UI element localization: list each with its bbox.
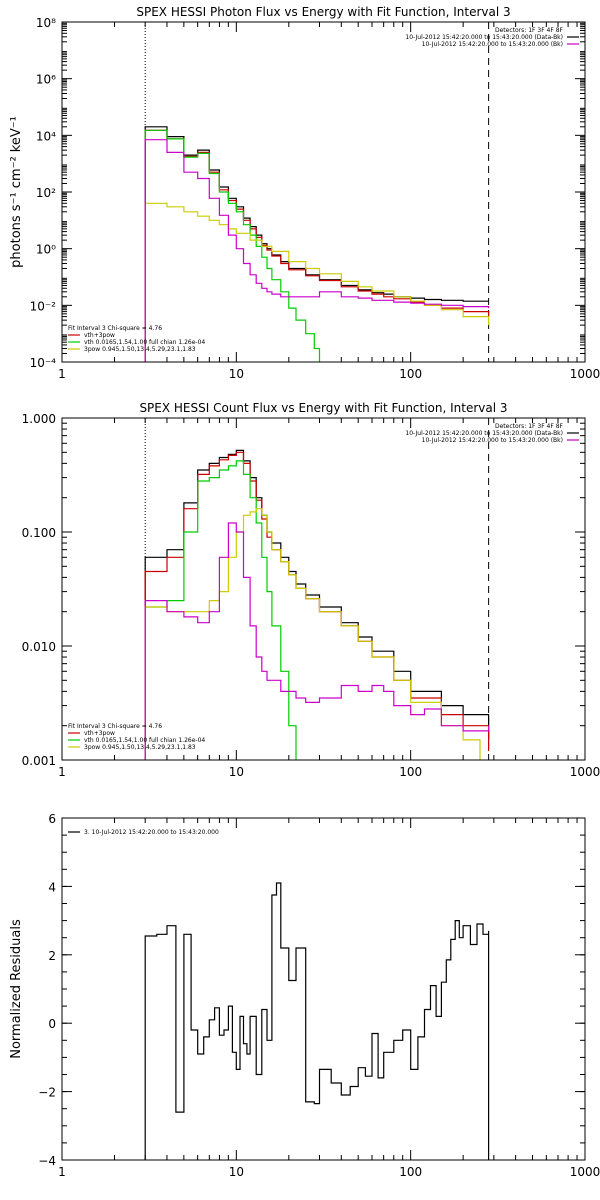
legend-bottom-left-item: 3pow 0.945,1.50,13.4,5.29,23.1,1.83: [84, 346, 196, 353]
series-line: [144, 449, 490, 760]
series-group: [144, 882, 490, 1160]
series-line: [144, 882, 490, 1160]
series-line: [144, 522, 490, 760]
legend-bottom-left-item: vth+3pow: [84, 730, 115, 737]
legend-top-right-item: 10-Jul-2012 15:42:20.000 to 15:43:20.000…: [405, 430, 563, 437]
series-line: [144, 129, 321, 362]
panel-1: SPEX HESSI Photon Flux vs Energy with Fi…: [9, 5, 600, 381]
legend-bottom-left-item: Fit Interval 3 Chi-square = 4.76: [68, 325, 162, 332]
legend-top-right-item: 10-Jul-2012 15:42:20.000 to 15:43:20.000…: [422, 437, 563, 444]
y-axis-label: photons s⁻¹ cm⁻² keV⁻¹: [9, 116, 24, 268]
x-tick-label: 10: [229, 367, 244, 381]
x-tick-label: 10: [229, 1165, 244, 1179]
x-tick-label: 10: [229, 765, 244, 779]
series-line: [144, 202, 490, 362]
x-tick-label: 1000: [570, 765, 600, 779]
y-tick-label: 0.100: [22, 526, 56, 540]
y-tick-label: 10⁻⁴: [30, 356, 57, 370]
y-tick-label: 0.010: [22, 640, 56, 654]
x-tick-label: 1: [58, 765, 66, 779]
plot-frame: [61, 417, 586, 761]
chart-title: SPEX HESSI Photon Flux vs Energy with Fi…: [136, 5, 510, 19]
series-line: [144, 460, 297, 760]
series-group: [144, 449, 490, 760]
chart-title: SPEX HESSI Count Flux vs Energy with Fit…: [139, 401, 507, 415]
y-tick-label: −2: [38, 1086, 56, 1100]
legend-top-right-item: Detectors: 1F 3F 4F 8F: [495, 423, 564, 430]
plot-frame: [61, 21, 586, 363]
y-tick-label: 10⁶: [36, 73, 56, 87]
legend-bottom-left-item: vth+3pow: [84, 332, 115, 339]
y-tick-label: 10⁰: [36, 243, 56, 257]
legend-top-left-item: 3. 10-Jul-2012 15:42:20.000 to 15:43:20.…: [84, 829, 219, 836]
series-line: [144, 126, 489, 362]
y-tick-label: 10²: [36, 186, 56, 200]
y-tick-label: 4: [48, 880, 56, 894]
y-tick-label: 10⁴: [36, 129, 56, 143]
x-tick-label: 100: [399, 765, 422, 779]
x-tick-label: 100: [399, 1165, 422, 1179]
legend-bottom-left-item: vth 0.0165,1.54,1.00 full chian 1.26e-04: [84, 339, 205, 346]
legend-top-right-item: 10-Jul-2012 15:42:20.000 to 15:43:20.000…: [405, 34, 563, 41]
panel-2: SPEX HESSI Count Flux vs Energy with Fit…: [22, 401, 600, 779]
y-tick-label: 6: [48, 812, 56, 826]
legend-top-right-item: Detectors: 1F 3F 4F 8F: [495, 27, 564, 34]
y-tick-label: −4: [38, 1154, 56, 1168]
y-tick-label: 1.000: [22, 412, 56, 426]
y-tick-label: 10⁻²: [30, 299, 57, 313]
legend-bottom-left-item: Fit Interval 3 Chi-square = 4.76: [68, 723, 162, 730]
y-tick-label: 10⁸: [36, 16, 56, 30]
series-line: [144, 139, 490, 362]
series-line: [144, 451, 490, 760]
plot-frame: [61, 817, 586, 1161]
x-tick-label: 1000: [570, 1165, 600, 1179]
legend-bottom-left-item: 3pow 0.945,1.50,13.4,5.29,23.1,1.83: [84, 744, 196, 751]
y-tick-label: 0: [48, 1017, 56, 1031]
x-tick-label: 1: [58, 367, 66, 381]
legend-top-right-item: 10-Jul-2012 15:42:20.000 to 15:43:20.000…: [422, 41, 563, 48]
panel-3: Normalized Residuals 1 10 100 1000 −4 −2 0 2 4 6 3.…: [9, 812, 600, 1179]
x-tick-label: 1000: [570, 367, 600, 381]
legend-bottom-left-item: vth 0.0165,1.54,1.00 full chian 1.26e-04: [84, 737, 205, 744]
series-group: [144, 126, 490, 362]
series-line: [144, 508, 481, 760]
y-tick-label: 0.001: [22, 754, 56, 768]
x-tick-label: 100: [399, 367, 422, 381]
x-tick-label: 1: [58, 1165, 66, 1179]
y-tick-label: 2: [48, 949, 56, 963]
series-line: [144, 129, 490, 362]
y-axis-label: Normalized Residuals: [9, 919, 24, 1059]
